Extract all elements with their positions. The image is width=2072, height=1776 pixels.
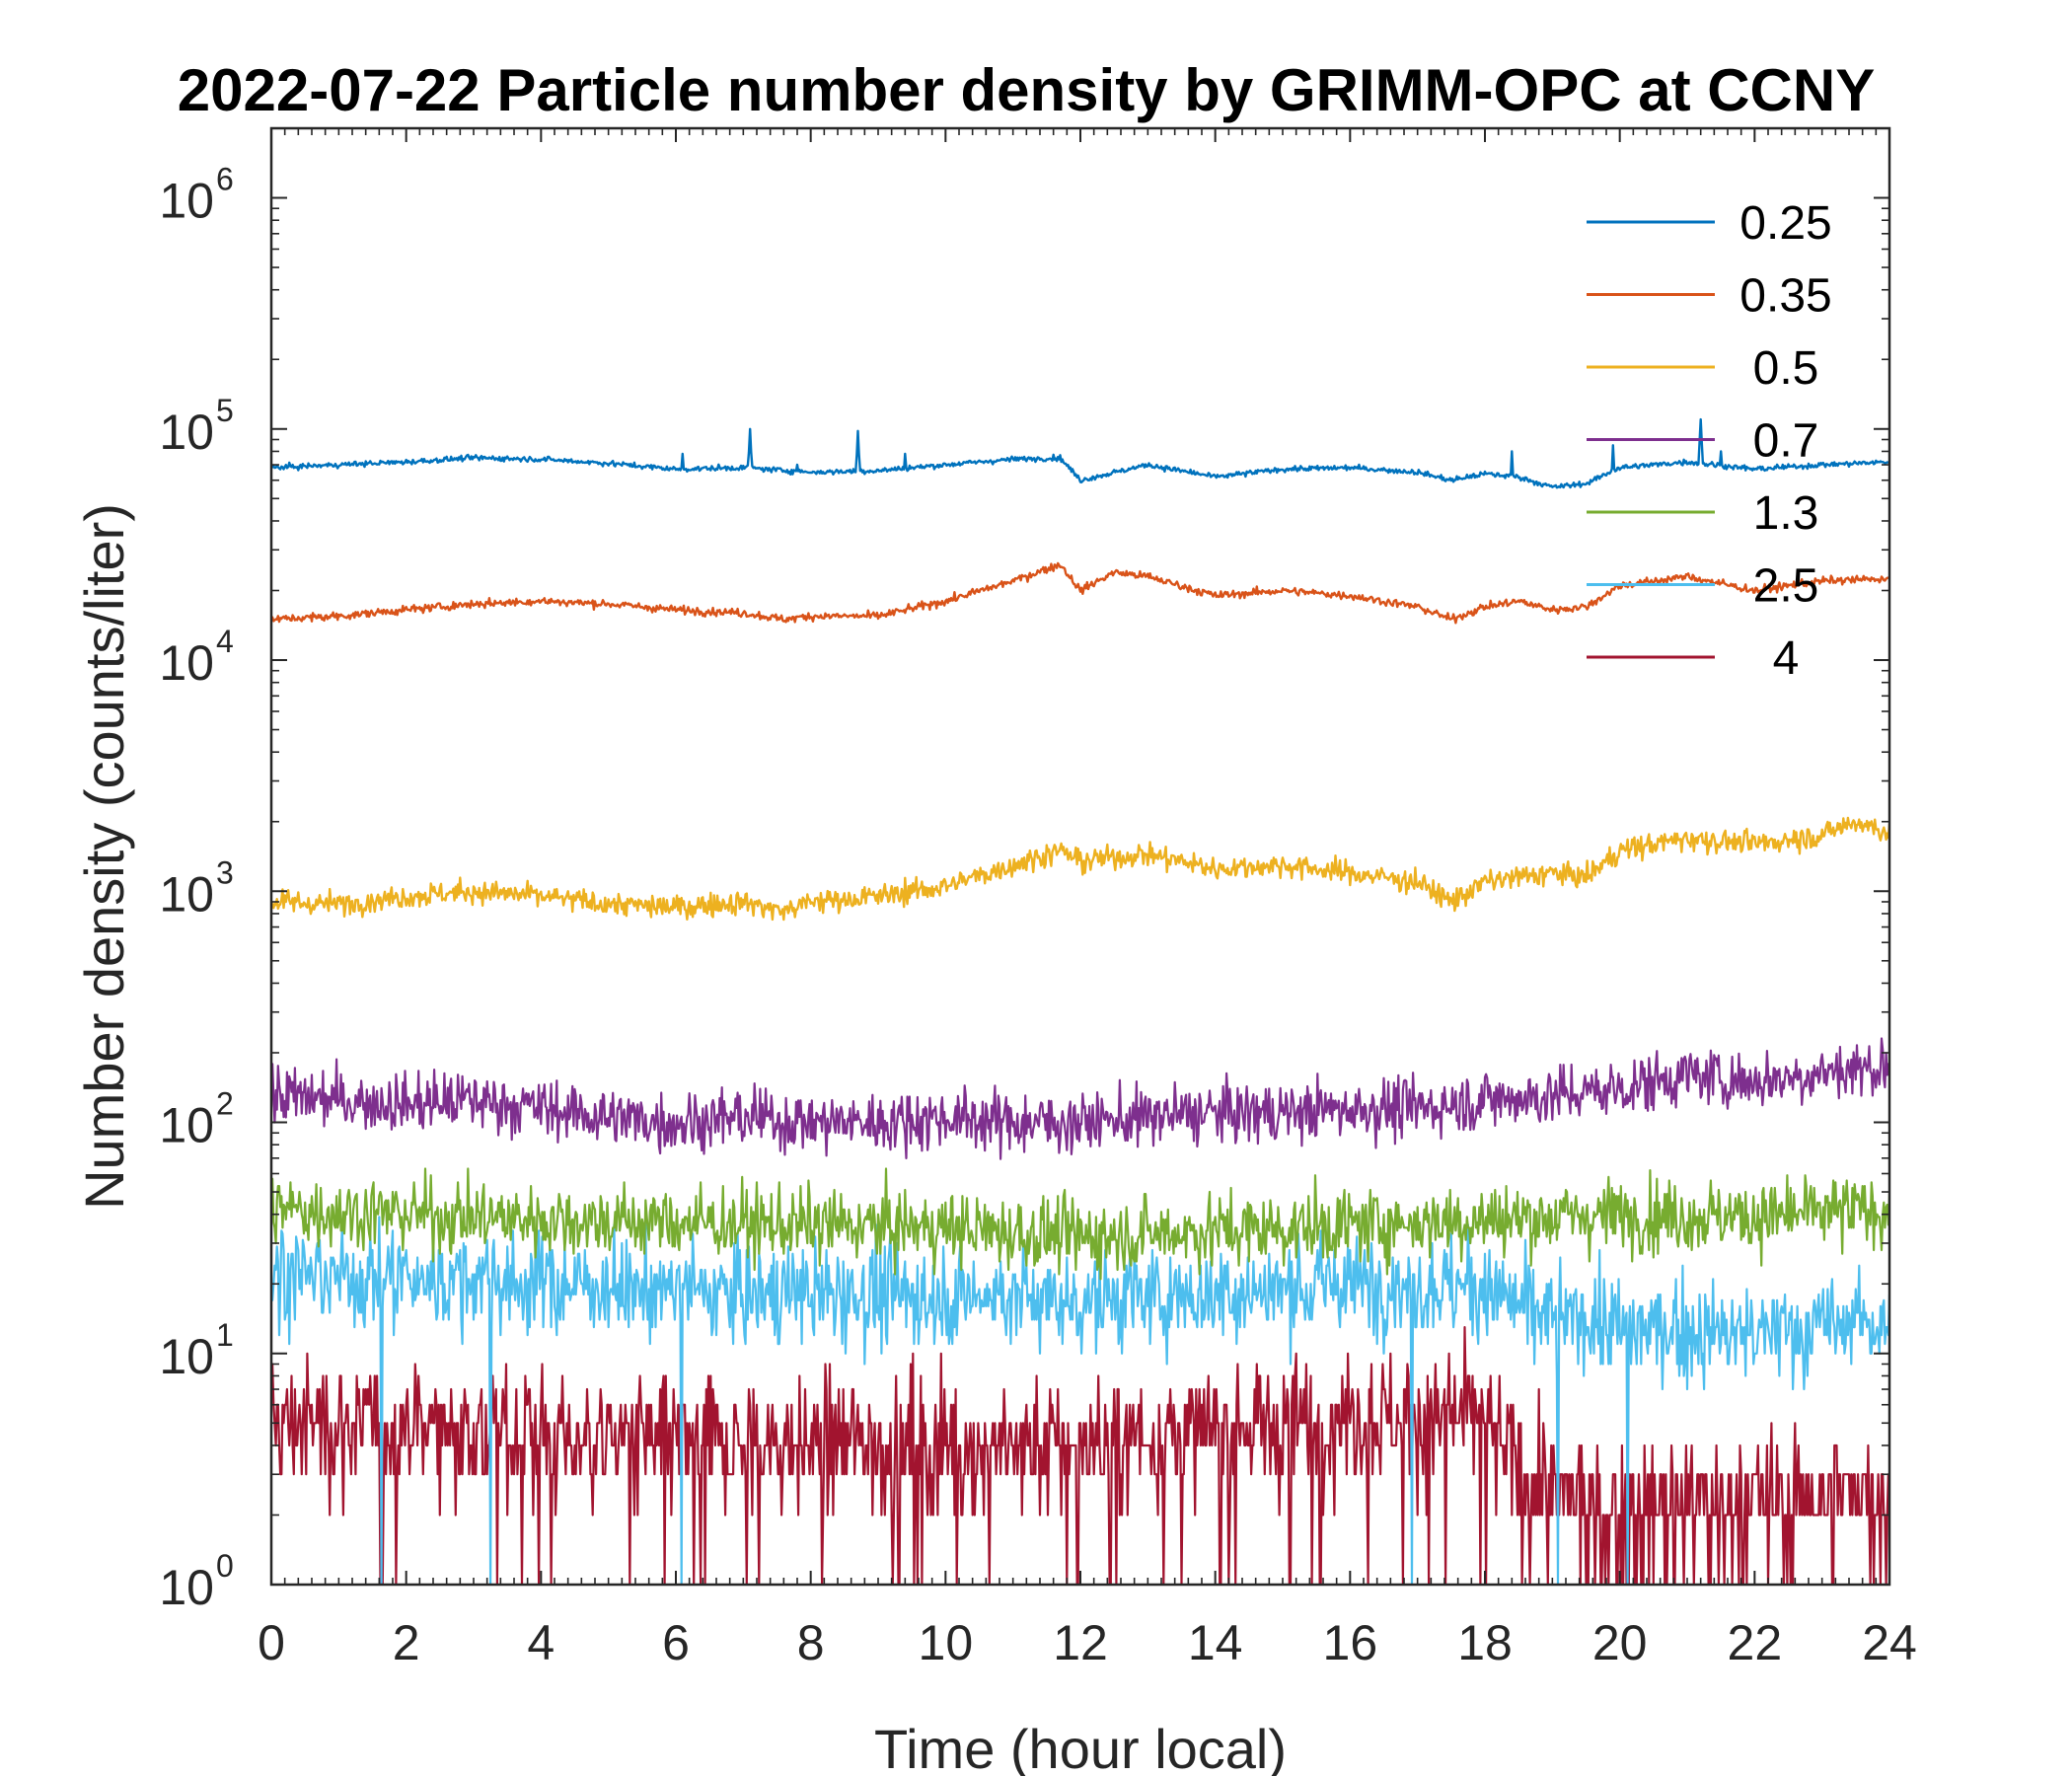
legend-label: 0.7 bbox=[1753, 415, 1819, 468]
legend-label: 0.35 bbox=[1739, 270, 1831, 323]
series-line-4 bbox=[271, 1325, 1889, 1585]
y-tick-exponent: 3 bbox=[216, 854, 234, 890]
legend-item-0.7: 0.7 bbox=[1587, 415, 1818, 468]
legend-item-2.5: 2.5 bbox=[1587, 560, 1818, 613]
series-line-2.5 bbox=[271, 1216, 1889, 1585]
legend-label: 0.25 bbox=[1739, 197, 1831, 250]
x-tick-label: 22 bbox=[1728, 1615, 1783, 1670]
x-tick-label: 2 bbox=[393, 1615, 420, 1670]
x-axis-title: Time (hour local) bbox=[874, 1718, 1287, 1776]
x-tick-label: 0 bbox=[258, 1615, 285, 1670]
y-tick-label: 10 bbox=[159, 1560, 214, 1615]
legend-item-0.5: 0.5 bbox=[1587, 342, 1818, 395]
x-tick-label: 20 bbox=[1592, 1615, 1648, 1670]
y-axis-title: Number density (counts/liter) bbox=[73, 503, 135, 1210]
series-line-0.35 bbox=[271, 561, 1889, 625]
x-tick-label: 10 bbox=[919, 1615, 974, 1670]
series-line-1.3 bbox=[271, 1167, 1889, 1281]
y-tick-label: 10 bbox=[159, 866, 214, 922]
y-tick-exponent: 1 bbox=[216, 1317, 234, 1353]
y-tick-exponent: 4 bbox=[216, 624, 234, 659]
y-tick-exponent: 2 bbox=[216, 1086, 234, 1122]
series-line-0.7 bbox=[271, 1037, 1889, 1160]
legend-item-1.3: 1.3 bbox=[1587, 487, 1818, 540]
legend-label: 0.5 bbox=[1753, 342, 1819, 395]
series-line-0.25 bbox=[271, 417, 1889, 489]
y-tick-exponent: 0 bbox=[216, 1548, 234, 1584]
x-tick-label: 24 bbox=[1862, 1615, 1917, 1670]
x-tick-label: 16 bbox=[1323, 1615, 1378, 1670]
legend-item-4: 4 bbox=[1587, 632, 1799, 685]
series-layer bbox=[271, 417, 1889, 1585]
x-tick-label: 14 bbox=[1188, 1615, 1243, 1670]
series-line-0.5 bbox=[271, 816, 1889, 922]
legend-label: 4 bbox=[1773, 632, 1800, 685]
y-tick-exponent: 6 bbox=[216, 162, 234, 197]
legend-label: 1.3 bbox=[1753, 487, 1819, 540]
x-tick-label: 18 bbox=[1457, 1615, 1513, 1670]
y-tick-label: 10 bbox=[159, 1329, 214, 1384]
legend-item-0.35: 0.35 bbox=[1587, 270, 1832, 323]
legend-label: 2.5 bbox=[1753, 560, 1819, 613]
y-tick-label: 10 bbox=[159, 1098, 214, 1153]
x-tick-label: 6 bbox=[662, 1615, 690, 1670]
y-tick-label: 10 bbox=[159, 405, 214, 460]
x-tick-label: 8 bbox=[797, 1615, 825, 1670]
legend-item-0.25: 0.25 bbox=[1587, 197, 1832, 250]
y-tick-label: 10 bbox=[159, 174, 214, 229]
chart-title: 2022-07-22 Particle number density by GR… bbox=[178, 57, 1876, 123]
y-tick-exponent: 5 bbox=[216, 393, 234, 428]
x-tick-label: 4 bbox=[527, 1615, 555, 1670]
legend: 0.25 0.35 0.5 0.7 1.3 2.5 4 bbox=[1587, 197, 1832, 685]
x-tick-label: 12 bbox=[1053, 1615, 1108, 1670]
y-tick-label: 10 bbox=[159, 635, 214, 691]
